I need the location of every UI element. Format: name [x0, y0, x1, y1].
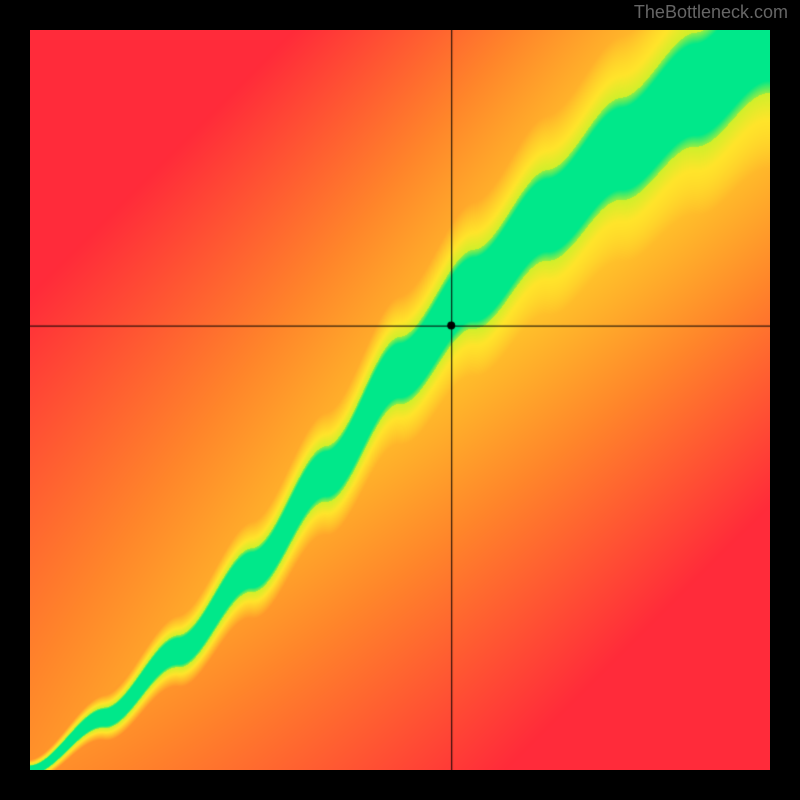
watermark-text: TheBottleneck.com	[634, 2, 788, 23]
chart-container: TheBottleneck.com	[0, 0, 800, 800]
heatmap-canvas	[30, 30, 770, 770]
